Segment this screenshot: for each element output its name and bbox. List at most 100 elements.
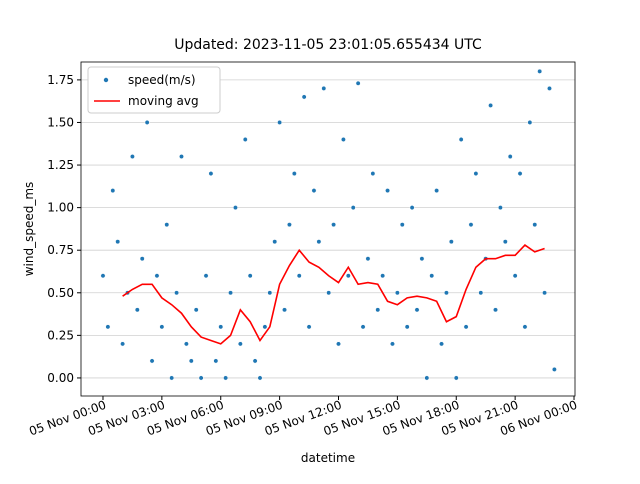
scatter-point (380, 273, 386, 279)
scatter-point (105, 324, 111, 330)
scatter-point (360, 324, 366, 330)
scatter-point (345, 273, 351, 279)
scatter-point (512, 273, 518, 279)
scatter-point (208, 171, 214, 177)
y-axis-label: wind_speed_ms (22, 182, 36, 277)
y-tick-label: 1.75 (47, 73, 74, 87)
scatter-point (340, 137, 346, 142)
y-tick-label: 0.75 (47, 243, 74, 257)
scatter-point (169, 375, 175, 381)
scatter-point (183, 341, 189, 347)
scatter-point (522, 324, 528, 330)
scatter-point (394, 290, 400, 296)
scatter-point (218, 324, 224, 330)
y-tick-label: 0.00 (47, 371, 74, 385)
scatter-point (321, 85, 327, 91)
y-tick-label: 1.25 (47, 158, 74, 172)
scatter-point (115, 239, 121, 245)
moving-avg-line (122, 244, 545, 345)
scatter-point (414, 307, 420, 313)
scatter-point (390, 341, 395, 347)
scatter-point (174, 290, 180, 296)
scatter-point (493, 307, 498, 313)
scatter-point (257, 375, 263, 381)
scatter-point (291, 171, 297, 177)
scatter-point (439, 341, 444, 347)
scatter-point (434, 188, 440, 194)
scatter-point (502, 239, 508, 245)
chart-title: Updated: 2023-11-05 23:01:05.655434 UTC (174, 37, 482, 53)
scatter-point (542, 290, 548, 296)
scatter-point (365, 256, 371, 262)
scatter-point (419, 256, 425, 262)
scatter-point (375, 307, 381, 313)
scatter-point (404, 324, 410, 330)
scatter-point (154, 273, 160, 279)
scatter-point (385, 188, 391, 194)
scatter-point (424, 375, 430, 381)
scatter-point (286, 222, 292, 228)
scatter-point (488, 102, 494, 108)
x-axis-label: datetime (301, 451, 355, 465)
scatter-point (306, 324, 312, 330)
scatter-point (282, 307, 287, 313)
legend-label: speed(m/s) (128, 73, 196, 87)
legend-box (87, 66, 221, 114)
scatter-point (355, 80, 361, 86)
scatter-point (429, 273, 435, 279)
scatter-point (247, 273, 253, 279)
scatter-point (252, 358, 258, 364)
scatter-point (453, 375, 459, 381)
scatter-point (139, 256, 145, 262)
scatter-point (473, 171, 479, 177)
scatter-point (277, 120, 283, 125)
scatter-point (120, 341, 126, 347)
scatter-point (350, 205, 356, 211)
scatter-point (134, 307, 140, 313)
scatter-point (497, 205, 503, 211)
scatter-point (179, 154, 184, 159)
scatter-point (149, 358, 155, 364)
scatter-point (223, 375, 229, 381)
scatter-point (448, 239, 454, 245)
scatter-point (532, 222, 538, 228)
scatter-point (478, 290, 484, 296)
scatter-point (311, 188, 317, 194)
legend-marker (103, 77, 109, 83)
scatter-point (409, 205, 415, 211)
scatter-point (100, 273, 106, 279)
scatter-point (242, 137, 248, 142)
scatter-point (203, 273, 209, 279)
scatter-point (198, 375, 204, 381)
scatter-point (331, 222, 337, 228)
scatter-point (551, 366, 557, 372)
scatter-point (296, 273, 302, 279)
scatter-point (267, 290, 273, 296)
scatter-point (458, 137, 464, 142)
scatter-point (547, 85, 552, 91)
y-tick-label: 1.50 (47, 115, 74, 129)
scatter-point (463, 324, 469, 330)
scatter-point (262, 324, 268, 330)
scatter-point (336, 341, 341, 347)
scatter-point (213, 358, 219, 364)
scatter-point (237, 341, 243, 347)
scatter-point (188, 358, 194, 364)
legend-label: moving avg (128, 94, 199, 108)
y-tick-label: 1.00 (47, 201, 74, 215)
scatter-point (159, 324, 165, 330)
scatter-point (164, 222, 170, 228)
scatter-point (468, 222, 474, 228)
scatter-point (517, 171, 523, 177)
scatter-point (193, 307, 199, 313)
scatter-point (272, 239, 278, 245)
axes-frame (80, 61, 576, 397)
scatter-point (316, 239, 322, 245)
scatter-point (233, 205, 238, 211)
scatter-point (399, 222, 405, 228)
scatter-point (301, 94, 307, 100)
scatter-point (144, 120, 150, 125)
scatter-point (326, 290, 332, 296)
scatter-point (443, 290, 449, 296)
